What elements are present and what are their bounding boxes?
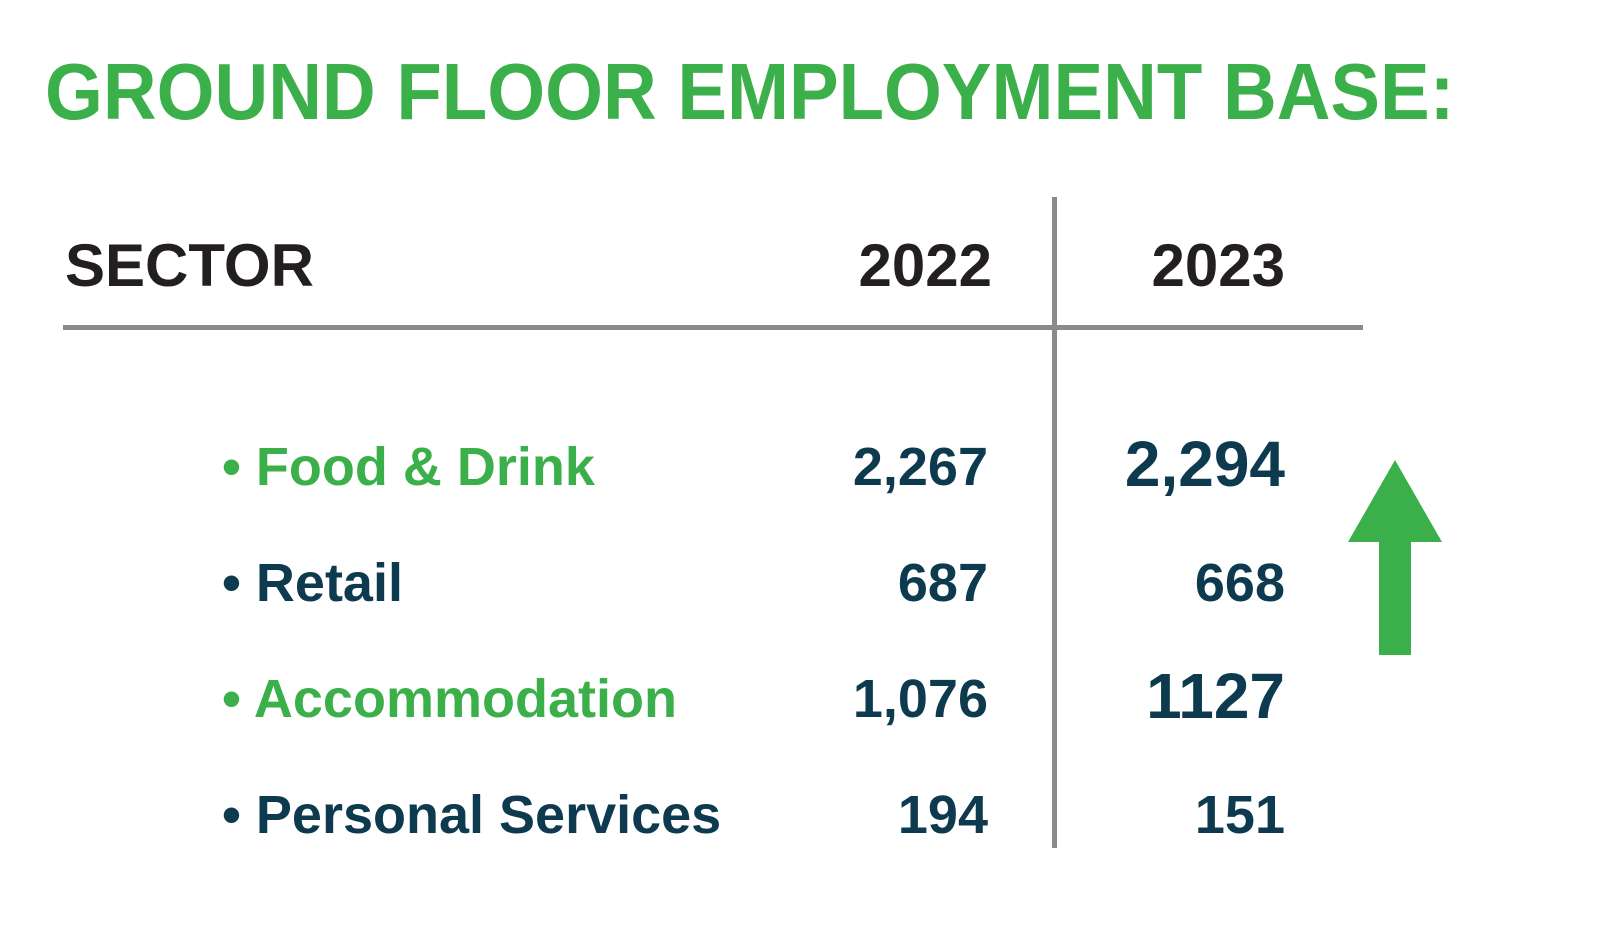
sector-label: • Personal Services xyxy=(222,785,722,845)
value-2023: 151 xyxy=(1194,785,1285,845)
table-row: • Accommodation 1,076 1127 xyxy=(0,664,1600,742)
value-2023: 2,294 xyxy=(1124,428,1285,500)
up-arrow-icon xyxy=(1348,460,1442,655)
value-2022: 1,076 xyxy=(852,669,988,729)
page-title: GROUND FLOOR EMPLOYMENT BASE: xyxy=(45,47,1455,136)
table-row: • Food & Drink 2,267 2,294 xyxy=(0,432,1600,510)
value-2023: 668 xyxy=(1194,553,1285,613)
table-row: • Personal Services 194 151 xyxy=(0,788,1600,858)
value-2022: 687 xyxy=(897,553,988,613)
sector-label: • Food & Drink xyxy=(222,437,595,497)
table-row: • Retail 687 668 xyxy=(0,556,1600,626)
sector-label: • Accommodation xyxy=(222,669,677,729)
value-2023: 1127 xyxy=(1146,660,1285,732)
header-2022: 2022 xyxy=(858,232,992,299)
header-divider xyxy=(63,325,1363,330)
column-divider xyxy=(1052,197,1057,848)
sector-label: • Retail xyxy=(222,553,403,613)
header-2023: 2023 xyxy=(1151,232,1285,299)
value-2022: 194 xyxy=(897,785,988,845)
value-2022: 2,267 xyxy=(852,437,988,497)
header-sector: SECTOR xyxy=(65,232,314,299)
